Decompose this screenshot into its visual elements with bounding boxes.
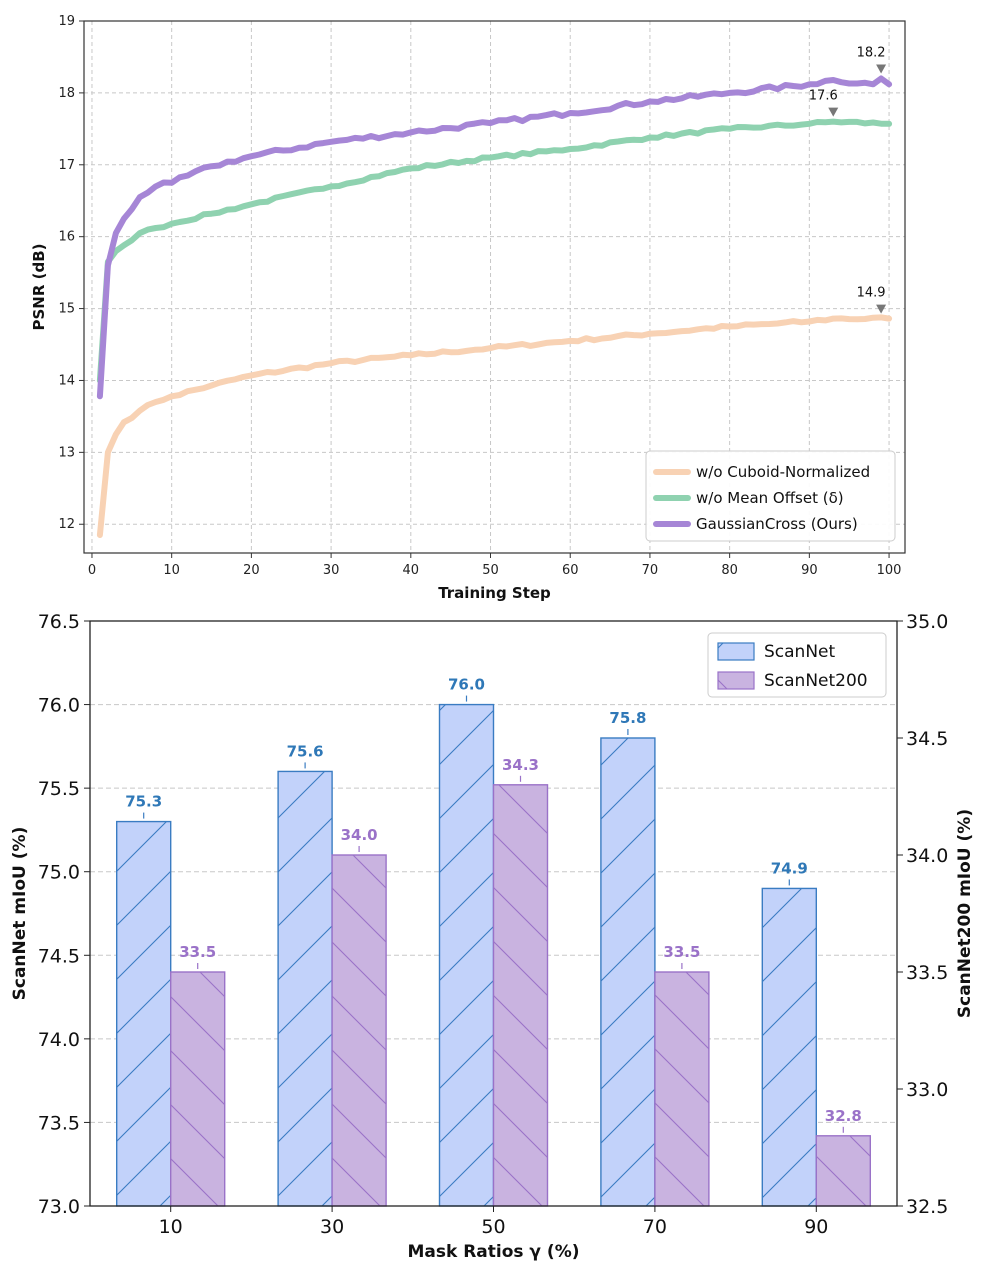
legend-label-0: w/o Cuboid-Normalized (696, 463, 870, 481)
legend-label-0: ScanNet (764, 642, 836, 662)
legend-box (645, 450, 896, 542)
bar-scannet-90 (761, 887, 817, 1207)
miou-bar-chart: 75.3 33.5 75.6 34.0 76.0 34.3 75.8 33.5 74.9 32.8… (10, 611, 975, 1262)
bar-scannet200-10 (169, 971, 226, 1207)
y-right-tick-label: 33.0 (906, 1079, 948, 1101)
legend-swatch-1 (717, 671, 755, 690)
y-left-tick-label: 76.5 (38, 611, 80, 633)
x-axis-label: Training Step (438, 584, 551, 602)
y-left-tick-label: 75.0 (38, 862, 80, 884)
y-axis-label: PSNR (dB) (30, 243, 48, 330)
y-left-tick-label: 75.5 (38, 778, 80, 800)
series-line-2 (96, 75, 893, 400)
x-tick-label: 70 (643, 1216, 667, 1238)
bar-scannet200-90 (815, 1135, 871, 1207)
legend-label-1: w/o Mean Offset (δ) (696, 489, 844, 507)
legend-label-2: GaussianCross (Ours) (696, 515, 858, 533)
y-tick-label: 15 (58, 302, 75, 317)
x-tick-label: 20 (243, 563, 260, 578)
y-right-tick-label: 35.0 (906, 611, 948, 633)
x-tick-label: 10 (163, 563, 180, 578)
bar-value-label: 32.8 (825, 1107, 862, 1125)
bar-scannet-70 (600, 737, 656, 1207)
bar-value-label: 33.5 (179, 943, 216, 961)
x-tick-label: 50 (481, 1216, 505, 1238)
bar-value-label: 75.6 (287, 742, 324, 760)
bar-value-label: 76.0 (448, 676, 485, 694)
series-line-0 (96, 314, 893, 538)
bar-value-label: 33.5 (663, 943, 700, 961)
series-line-1 (96, 118, 893, 384)
annotation-arrow (876, 304, 887, 314)
x-tick-label: 50 (482, 563, 499, 578)
plot-frame (83, 20, 906, 554)
bar-value-label: 75.8 (609, 709, 646, 727)
y-left-axis-label: ScanNet mIoU (%) (10, 827, 30, 1001)
y-left-tick-label: 73.5 (38, 1112, 80, 1134)
x-tick-label: 40 (403, 563, 420, 578)
y-right-tick-label: 34.0 (906, 845, 948, 867)
y-left-tick-label: 73.0 (38, 1196, 80, 1218)
annotation-label: 14.9 (857, 286, 886, 301)
y-right-tick-label: 34.5 (906, 728, 948, 750)
bar-scannet-10 (115, 820, 172, 1207)
x-axis-label: Mask Ratios γ (%) (407, 1242, 579, 1262)
bar-scannet200-50 (492, 784, 549, 1207)
psnr-line-chart: 0 10 20 30 40 50 60 70 80 90 100 12 13 14 15 16 17 18 19 Tr… (30, 14, 906, 602)
legend-label-1: ScanNet200 (764, 671, 868, 691)
annotation-label: 17.6 (809, 89, 838, 104)
y-tick-label: 14 (58, 373, 75, 388)
x-tick-label: 90 (804, 1216, 828, 1238)
bar-scannet200-30 (331, 854, 387, 1207)
y-tick-label: 19 (58, 14, 75, 29)
y-tick-label: 12 (58, 517, 75, 532)
annotation-arrow (876, 64, 887, 74)
bar-value-label: 75.3 (125, 793, 162, 811)
x-tick-label: 60 (562, 563, 579, 578)
annotation-arrow (828, 107, 839, 117)
x-tick-label: 90 (801, 563, 818, 578)
y-tick-label: 18 (58, 86, 75, 101)
x-tick-label: 0 (88, 563, 96, 578)
bar-value-label: 74.9 (771, 859, 808, 877)
bar-value-label: 34.0 (341, 826, 378, 844)
y-right-axis-label: ScanNet200 mIoU (%) (955, 809, 975, 1018)
bar-scannet-30 (277, 770, 333, 1207)
x-tick-label: 100 (877, 563, 902, 578)
y-tick-label: 13 (58, 445, 75, 460)
y-right-tick-label: 33.5 (906, 962, 948, 984)
x-tick-label: 30 (320, 1216, 344, 1238)
x-tick-label: 80 (721, 563, 738, 578)
bar-scannet-50 (438, 703, 495, 1207)
y-left-tick-label: 76.0 (38, 695, 80, 717)
y-left-tick-label: 74.5 (38, 945, 80, 967)
bar-scannet200-70 (654, 971, 710, 1207)
y-tick-label: 16 (58, 230, 75, 245)
annotation-label: 18.2 (857, 46, 886, 61)
x-tick-label: 10 (159, 1216, 183, 1238)
y-right-tick-label: 32.5 (906, 1196, 948, 1218)
x-tick-label: 30 (323, 563, 340, 578)
y-left-tick-label: 74.0 (38, 1029, 80, 1051)
legend-swatch-0 (717, 642, 755, 661)
x-tick-label: 70 (642, 563, 659, 578)
bar-value-label: 34.3 (502, 756, 539, 774)
y-tick-label: 17 (58, 158, 75, 173)
